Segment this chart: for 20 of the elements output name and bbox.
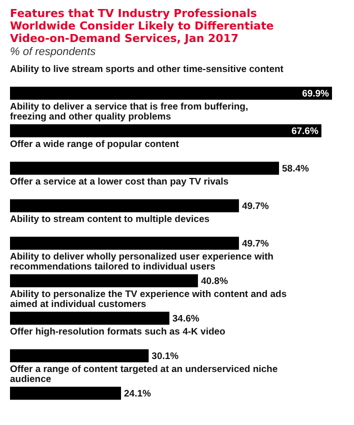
data-label: 49.7% — [242, 200, 270, 212]
y-tick-label: Offer high-resolution formats such as 4-K video — [10, 326, 226, 338]
data-label: 34.6% — [172, 313, 200, 324]
y-tick-label: Offer a service at a lower cost than pay TV rivals — [10, 176, 229, 188]
y-tick-label: Offer a wide range of popular content — [10, 139, 180, 150]
data-label: 58.4% — [282, 163, 310, 174]
y-tick-label: Ability to deliver wholly personalized user experience with recommendations tailored to individual users — [10, 252, 274, 272]
chart-title: Features that TV Industry Professionals Worldwide Consider Likely to Differentiate Video-on-Demand Services, Jan 2017 — [10, 7, 274, 45]
data-label: 67.6% — [291, 126, 319, 137]
y-tick-label: Ability to live stream sports and other time-sensitive content — [10, 64, 284, 75]
y-tick-label: Ability to personalize the TV experience with content and ads aimed at individual customers — [10, 289, 287, 310]
data-label: 24.1% — [124, 388, 152, 400]
data-label: 30.1% — [152, 350, 180, 362]
y-tick-label: Ability to deliver a service that is free from buffering, freezing and other quality problems — [10, 102, 248, 122]
data-label: 69.9% — [302, 88, 330, 100]
data-label: 49.7% — [242, 238, 270, 250]
chart-subtitle: % of respondents — [10, 46, 96, 58]
y-tick-label: Ability to stream content to multiple devices — [10, 214, 210, 225]
data-label: 40.8% — [200, 276, 228, 287]
y-tick-label: Offer a range of content targeted at an underserviced niche audience — [10, 364, 278, 385]
